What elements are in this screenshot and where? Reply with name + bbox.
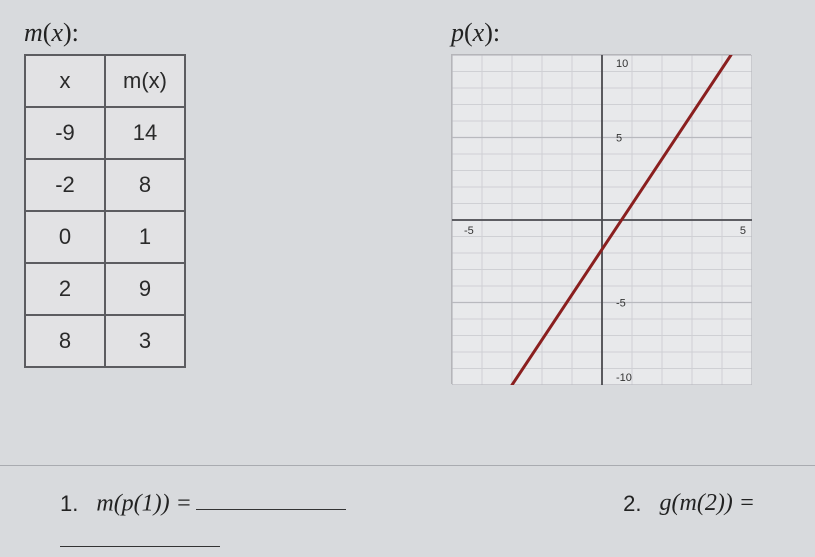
answer-blank[interactable] bbox=[196, 484, 346, 510]
q1-expression: m(p(1)) = bbox=[96, 484, 346, 517]
table-header-row: x m(x) bbox=[25, 55, 185, 107]
table-row: -2 8 bbox=[25, 159, 185, 211]
cell-mx: 14 bbox=[105, 107, 185, 159]
m-table: x m(x) -9 14 -2 8 0 1 2 9 bbox=[24, 54, 186, 368]
q1-number: 1. bbox=[60, 491, 78, 517]
svg-text:-5: -5 bbox=[616, 298, 626, 310]
q2-text: g(m(2)) = bbox=[660, 490, 756, 516]
p-title: p(x): bbox=[451, 18, 751, 48]
cell-mx: 1 bbox=[105, 211, 185, 263]
table-row: 8 3 bbox=[25, 315, 185, 367]
col-x: x bbox=[25, 55, 105, 107]
cell-x: 2 bbox=[25, 263, 105, 315]
cell-x: -2 bbox=[25, 159, 105, 211]
question-1: 1. m(p(1)) = bbox=[60, 484, 346, 517]
svg-text:-10: -10 bbox=[616, 372, 632, 384]
cell-x: -9 bbox=[25, 107, 105, 159]
cell-mx: 3 bbox=[105, 315, 185, 367]
cell-mx: 8 bbox=[105, 159, 185, 211]
table-row: 2 9 bbox=[25, 263, 185, 315]
col-mx: m(x) bbox=[105, 55, 185, 107]
m-title-func: m bbox=[24, 18, 43, 47]
questions-row: 1. m(p(1)) = 2. g(m(2)) = bbox=[0, 465, 815, 517]
q1-text: m(p(1)) = bbox=[96, 490, 192, 516]
q2-number: 2. bbox=[623, 491, 641, 517]
q1-under-blank bbox=[60, 546, 220, 547]
table-row: -9 14 bbox=[25, 107, 185, 159]
p-title-var: x bbox=[473, 18, 485, 47]
q2-expression: g(m(2)) = bbox=[660, 490, 756, 517]
m-title-var: x bbox=[51, 18, 63, 47]
p-of-x-section: p(x): 10 5 -5 -10 -5 5 bbox=[451, 16, 751, 384]
svg-text:-5: -5 bbox=[464, 225, 474, 237]
svg-text:10: 10 bbox=[616, 58, 628, 70]
p-graph-svg: 10 5 -5 -10 -5 5 bbox=[452, 55, 752, 385]
cell-x: 8 bbox=[25, 315, 105, 367]
worksheet-page: m(x): x m(x) -9 14 -2 8 0 1 bbox=[0, 0, 815, 557]
p-graph: 10 5 -5 -10 -5 5 bbox=[451, 54, 751, 384]
svg-text:5: 5 bbox=[740, 225, 746, 237]
m-of-x-section: m(x): x m(x) -9 14 -2 8 0 1 bbox=[24, 16, 186, 368]
svg-text:5: 5 bbox=[616, 133, 622, 145]
top-row: m(x): x m(x) -9 14 -2 8 0 1 bbox=[24, 16, 791, 384]
table-row: 0 1 bbox=[25, 211, 185, 263]
cell-x-editing[interactable]: 0 bbox=[25, 211, 105, 263]
cell-mx: 9 bbox=[105, 263, 185, 315]
question-2: 2. g(m(2)) = bbox=[623, 484, 755, 517]
m-title: m(x): bbox=[24, 18, 186, 48]
p-title-func: p bbox=[451, 18, 464, 47]
